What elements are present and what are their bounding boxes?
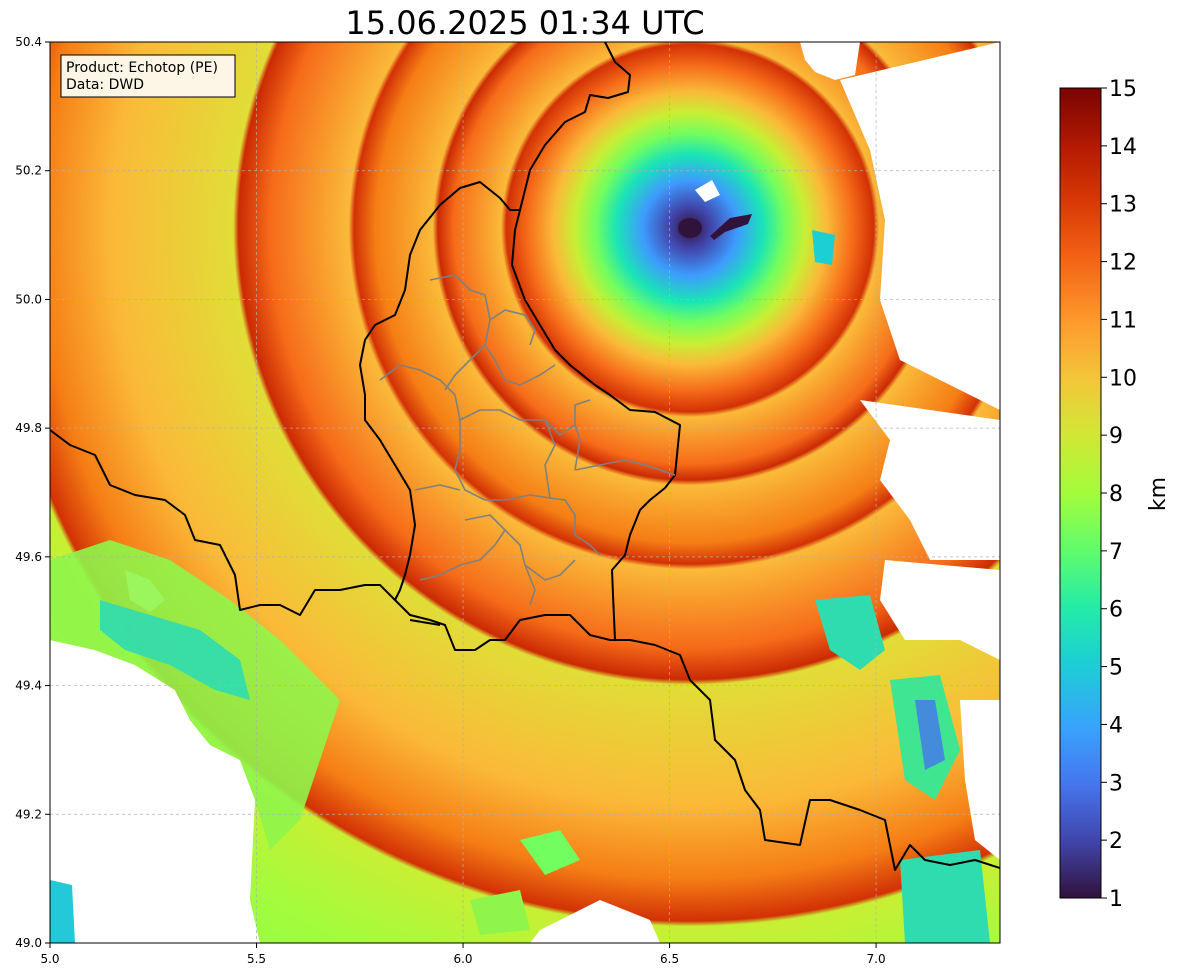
y-tick-label: 49.8 [15,421,42,435]
no-data-east-2 [880,560,1000,660]
x-tick-label: 6.0 [453,952,472,966]
colorbar-tick-label: 2 [1109,829,1123,854]
colorbar-gradient [1059,87,1102,899]
x-tick-label: 7.0 [867,952,886,966]
map-frame [49,41,1001,944]
district-line-12 [574,424,581,471]
y-tick-label: 50.4 [15,35,42,49]
colorbar-tick-label: 9 [1109,424,1123,449]
borders [50,42,1000,871]
info-product: Product: Echotop (PE) [66,60,218,76]
colorbar-tick-label: 14 [1109,135,1137,160]
district-line-10 [504,529,576,581]
y-axis-ticks: 49.0 49.2 49.4 49.6 49.8 50.0 50.2 50.4 [15,35,50,950]
colorbar-tick-label: 10 [1109,366,1137,391]
low-echotop-regions [50,230,990,943]
border-segment [409,619,441,626]
info-box-background [60,54,236,98]
district-boundaries [379,274,676,606]
colorbar-tick-label: 13 [1109,193,1137,218]
district-line-6 [544,419,556,499]
no-data-center [695,180,720,202]
district-line-4 [489,309,536,346]
colorbar-tick-label: 1 [1109,887,1123,912]
border-belgium-luxembourg [359,181,501,601]
border-belgium-luxembourg-germany [511,42,681,476]
y-tick-label: 50.0 [15,292,42,306]
colorbar-tick-label: 15 [1109,77,1137,102]
colorbar-tick-label: 6 [1109,598,1123,623]
x-tick-label: 5.5 [247,952,266,966]
blue-region-east [915,700,945,770]
colorbar-tick-label: 7 [1109,540,1123,565]
colorbar-tick-label: 4 [1109,713,1123,738]
border-junction [499,197,520,211]
y-tick-label: 49.4 [15,679,42,693]
green-patch-south-2 [470,890,530,935]
no-data-south-patch [530,900,660,943]
green-patch-south [520,830,580,875]
cyan-region-corner [50,880,75,943]
border-luxembourg-germany-south [611,474,676,641]
cyan-patch-northeast [812,230,835,265]
y-tick-label: 50.2 [15,164,42,178]
no-data-northeast [840,42,1000,410]
no-data-east-3 [960,700,1000,860]
district-line-11 [524,564,536,606]
core-dark [678,218,702,238]
cyan-region-southwest [100,600,250,700]
info-box: Product: Echotop (PE) Data: DWD [60,54,236,98]
district-line-3 [444,344,486,391]
colorbar-tick-label: 5 [1109,656,1123,681]
no-data-southwest [50,640,260,943]
district-line-5 [454,420,601,556]
radar-core [678,214,752,240]
border-france-germany [50,429,1000,871]
cyan-region-southeast [900,850,990,943]
map-area [50,42,1000,943]
colorbar-unit-label: km [1146,477,1171,511]
no-data-east [860,400,1000,560]
x-tick-label: 5.0 [40,952,59,966]
y-tick-label: 49.2 [15,807,42,821]
map-title: 15.06.2025 01:34 UTC [345,4,704,42]
district-line-1 [379,364,591,436]
x-axis-ticks: 5.0 5.5 6.0 6.5 7.0 [40,943,886,966]
no-data-north [800,42,860,80]
cyan-region-east [815,595,885,670]
district-line-8 [414,484,461,491]
colorbar-tick-label: 3 [1109,771,1123,796]
district-line-9 [419,514,506,581]
colorbar-tick-label: 11 [1109,308,1137,333]
x-tick-label: 6.5 [660,952,679,966]
core-streak [710,214,752,240]
y-tick-label: 49.0 [15,936,42,950]
colorbar-tick-label: 12 [1109,251,1137,276]
district-line-7 [574,459,676,476]
colorbar-tick-label: 8 [1109,482,1123,507]
y-tick-label: 49.6 [15,550,42,564]
info-data-source: Data: DWD [66,77,144,93]
